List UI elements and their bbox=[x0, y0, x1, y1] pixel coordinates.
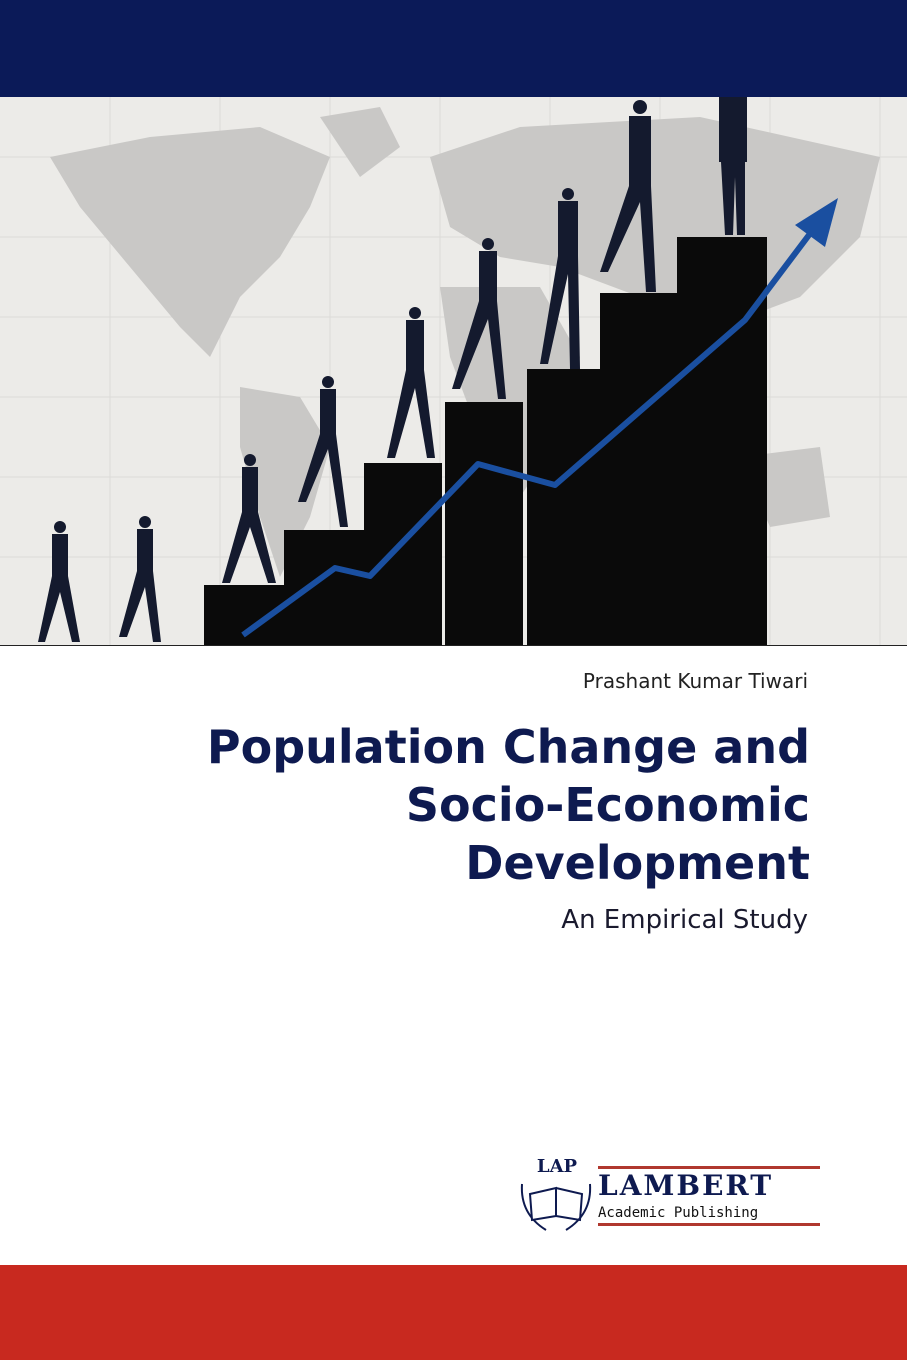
cover-illustration bbox=[0, 97, 907, 646]
bottom-red-band bbox=[0, 1265, 907, 1360]
walking-figures bbox=[38, 97, 747, 642]
top-navy-band bbox=[0, 0, 907, 97]
logo-rule-top bbox=[598, 1166, 820, 1169]
book-title: Population Change and Socio-Economic Dev… bbox=[50, 718, 810, 892]
bar-steps bbox=[204, 237, 767, 645]
title-line: Socio-Economic bbox=[405, 778, 810, 832]
book-subtitle: An Empirical Study bbox=[561, 905, 808, 935]
book-laurel-icon bbox=[520, 1183, 592, 1231]
publisher-emblem: LAP bbox=[518, 1156, 598, 1236]
publisher-text: LAMBERT Academic Publishing bbox=[598, 1166, 820, 1226]
growth-arrow-line bbox=[241, 225, 818, 638]
publisher-tagline: Academic Publishing bbox=[598, 1205, 759, 1221]
arrow-head-icon bbox=[795, 198, 838, 247]
logo-mark: LAP bbox=[536, 1156, 578, 1177]
author-name: Prashant Kumar Tiwari bbox=[582, 669, 808, 693]
publisher-name: LAMBERT bbox=[598, 1169, 774, 1202]
publisher-logo: LAP LAMBERT Academic Publishing bbox=[518, 1156, 820, 1236]
logo-rule-bottom bbox=[598, 1223, 820, 1226]
title-line: Population Change and bbox=[206, 720, 810, 774]
title-line: Development bbox=[465, 836, 810, 890]
